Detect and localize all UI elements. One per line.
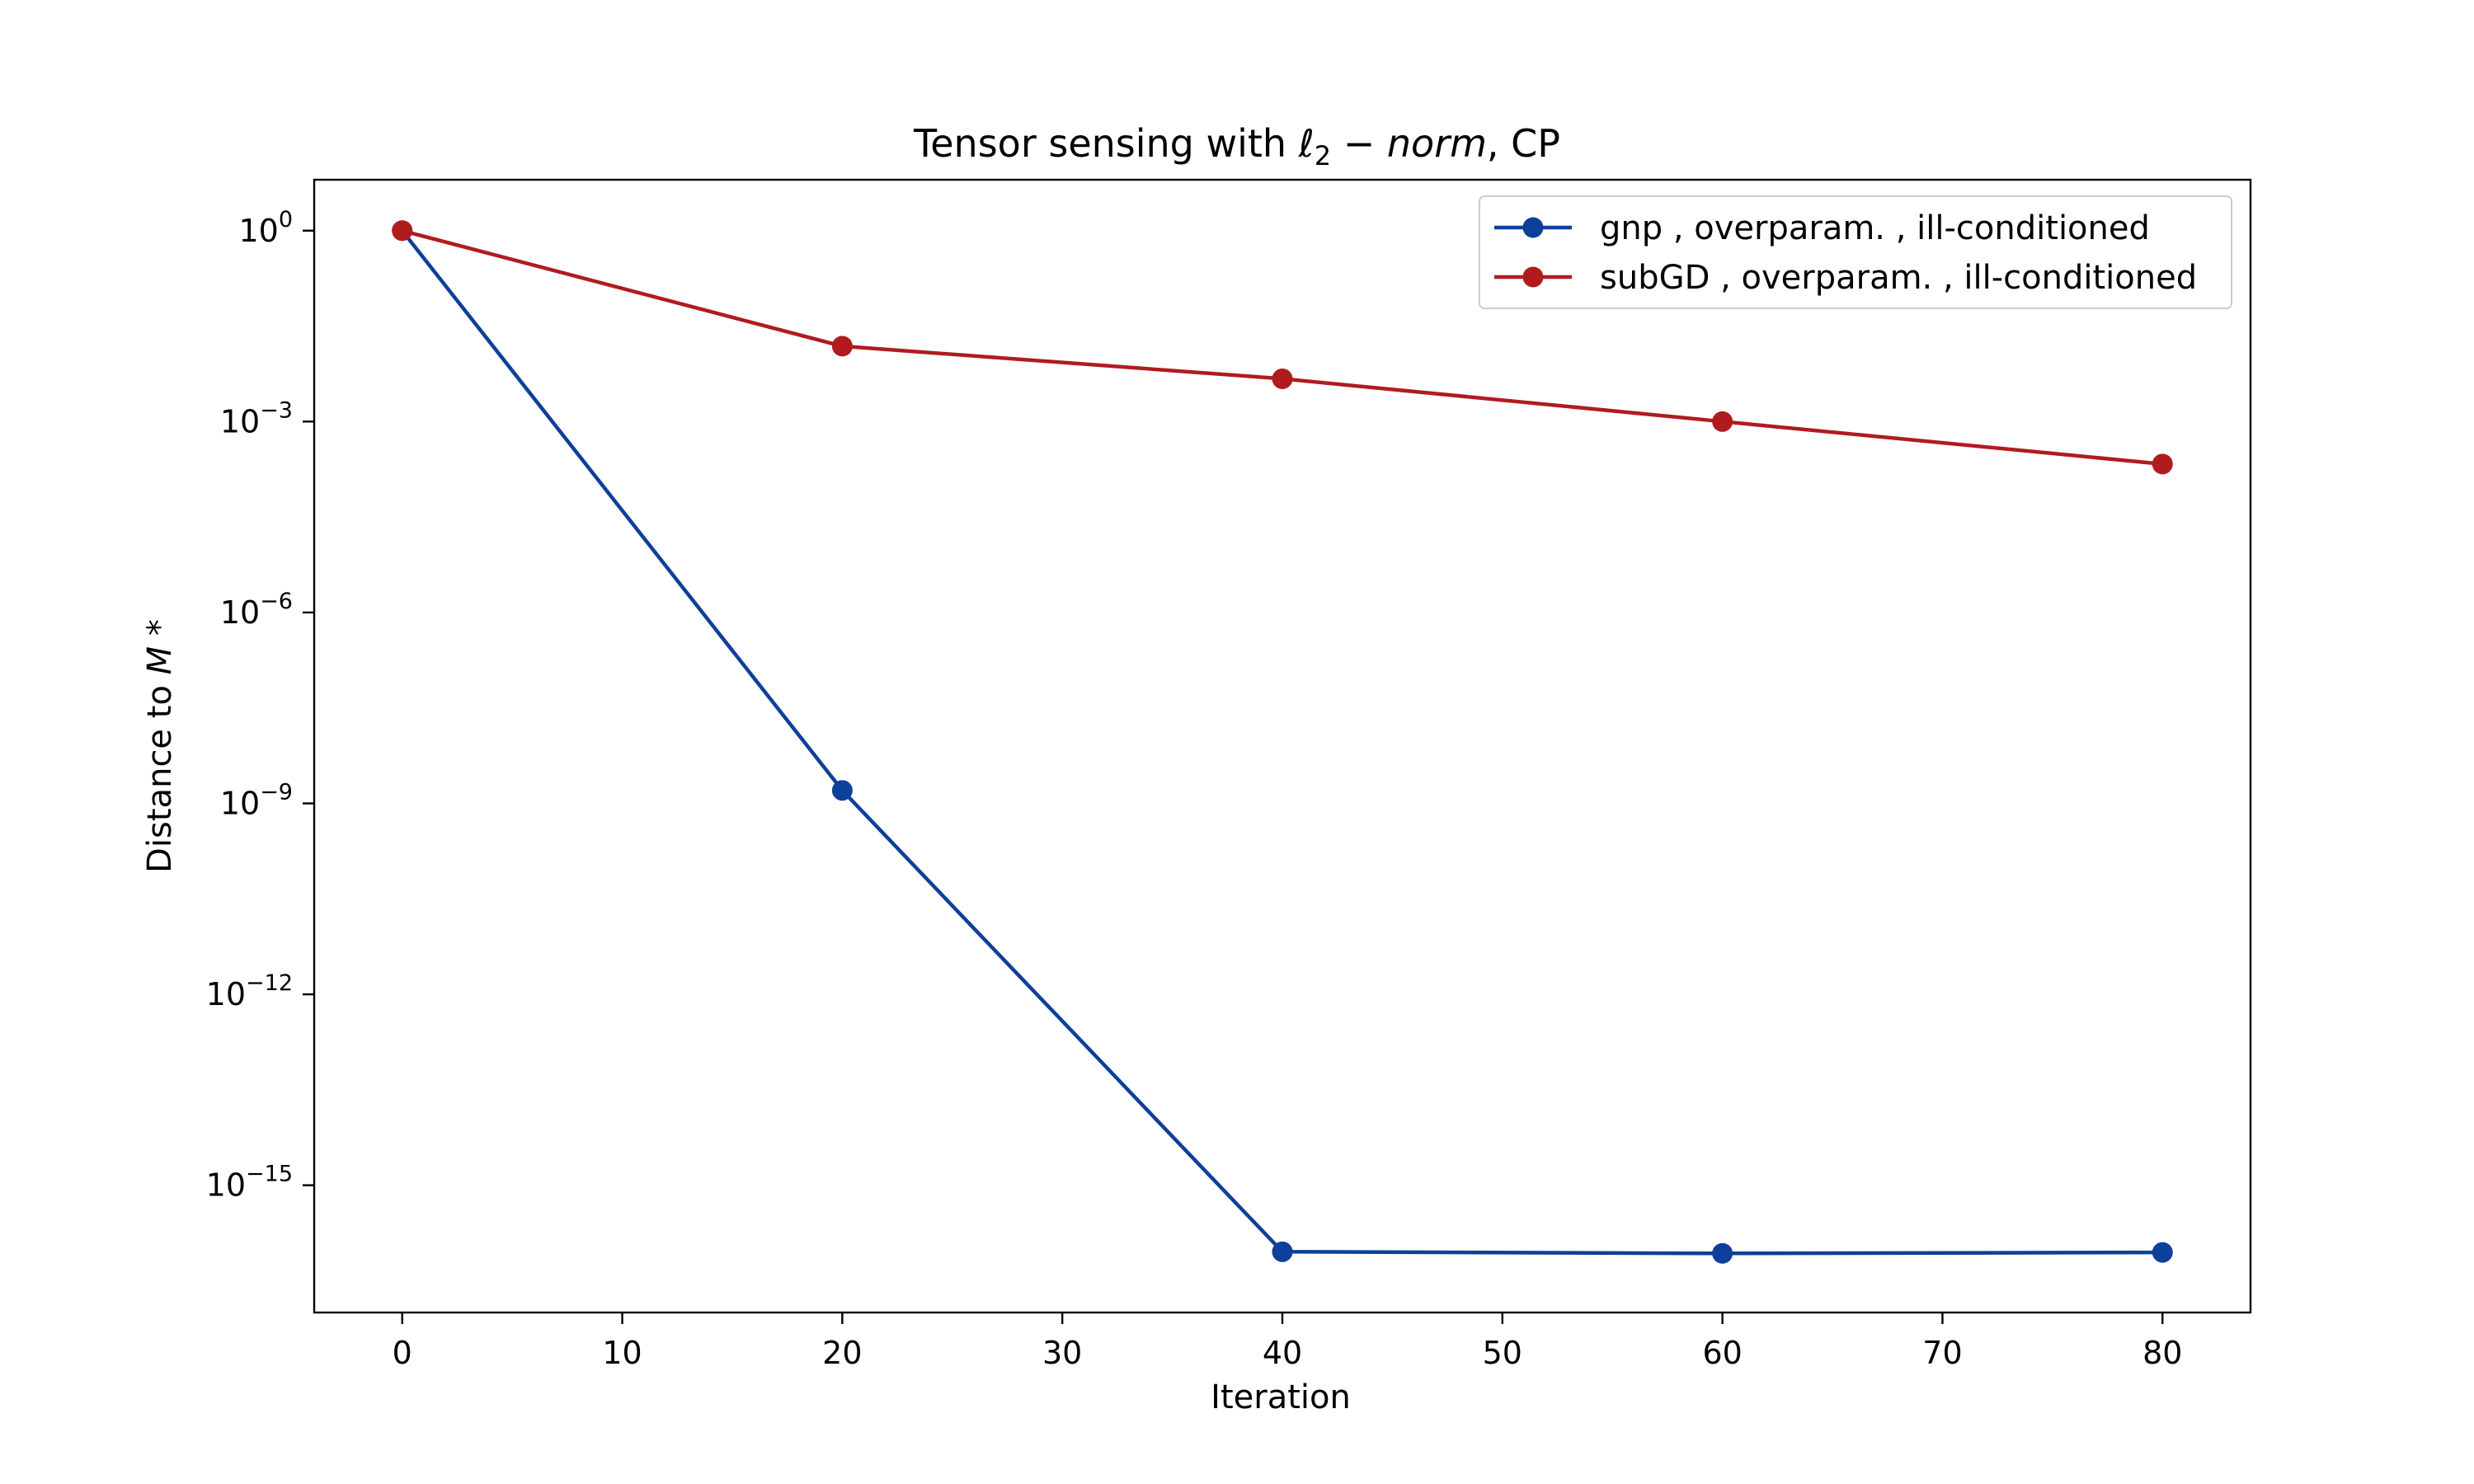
legend-marker-1 <box>1522 217 1544 238</box>
legend-label-1: gnp , overparam. , ill-conditioned <box>1600 209 2150 247</box>
series-1-point <box>831 780 853 801</box>
series-2-point <box>392 220 413 242</box>
series-1-point <box>1712 1242 1733 1264</box>
y-tick-label: 10−3 <box>220 397 293 439</box>
plot-frame <box>313 178 2252 1314</box>
series-2-point <box>1712 411 1733 432</box>
chart-title: Tensor sensing with ℓ2 − norm, CP <box>913 121 1560 171</box>
x-tick-label: 70 <box>1922 1335 1962 1371</box>
series-2-point <box>1272 368 1293 389</box>
series-2-point <box>831 336 853 357</box>
x-tick-label: 50 <box>1483 1335 1522 1371</box>
x-tick-label: 0 <box>393 1335 412 1371</box>
y-tick-label: 10−9 <box>220 779 293 821</box>
x-tick-label: 40 <box>1263 1335 1302 1371</box>
chart-title-minus: − <box>1331 121 1387 166</box>
series-layer <box>392 220 2173 1264</box>
y-axis-label-pre: Distance to <box>141 674 179 873</box>
chart-title-ell: ℓ <box>1298 121 1315 166</box>
x-tick-label: 10 <box>602 1335 642 1371</box>
x-tick-label: 60 <box>1702 1335 1742 1371</box>
legend-label-2: subGD , overparam. , ill-conditioned <box>1600 259 2197 297</box>
x-axis-ticks: 0 10 20 30 40 50 60 70 80 <box>393 1313 2182 1371</box>
y-tick-label: 100 <box>238 207 293 249</box>
legend: gnp , overparam. , ill-conditioned subGD … <box>1479 195 2232 309</box>
series-1-point <box>2152 1242 2173 1263</box>
legend-marker-2 <box>1522 266 1544 288</box>
y-tick-label: 10−15 <box>206 1162 293 1204</box>
legend-box <box>1479 195 2232 309</box>
y-axis-ticks: 100 10−3 10−6 10−9 10−12 10−15 <box>206 207 314 1204</box>
y-axis-label: Distance to M * <box>141 619 179 873</box>
x-tick-label: 30 <box>1042 1335 1082 1371</box>
x-tick-label: 20 <box>822 1335 862 1371</box>
chart-title-sub: 2 <box>1315 140 1331 171</box>
x-axis-label: Iteration <box>1211 1378 1351 1416</box>
chart-title-post: , CP <box>1487 121 1560 166</box>
chart-title-norm: norm <box>1387 121 1487 166</box>
y-axis-label-post: * <box>141 619 179 646</box>
y-axis-label-var: M <box>141 646 179 675</box>
chart-title-pre: Tensor sensing with <box>913 121 1299 166</box>
series-1-point <box>1272 1241 1293 1262</box>
y-tick-label: 10−6 <box>220 589 293 631</box>
x-tick-label: 80 <box>2142 1335 2182 1371</box>
y-tick-label: 10−12 <box>206 970 293 1012</box>
series-2-point <box>2152 453 2173 475</box>
